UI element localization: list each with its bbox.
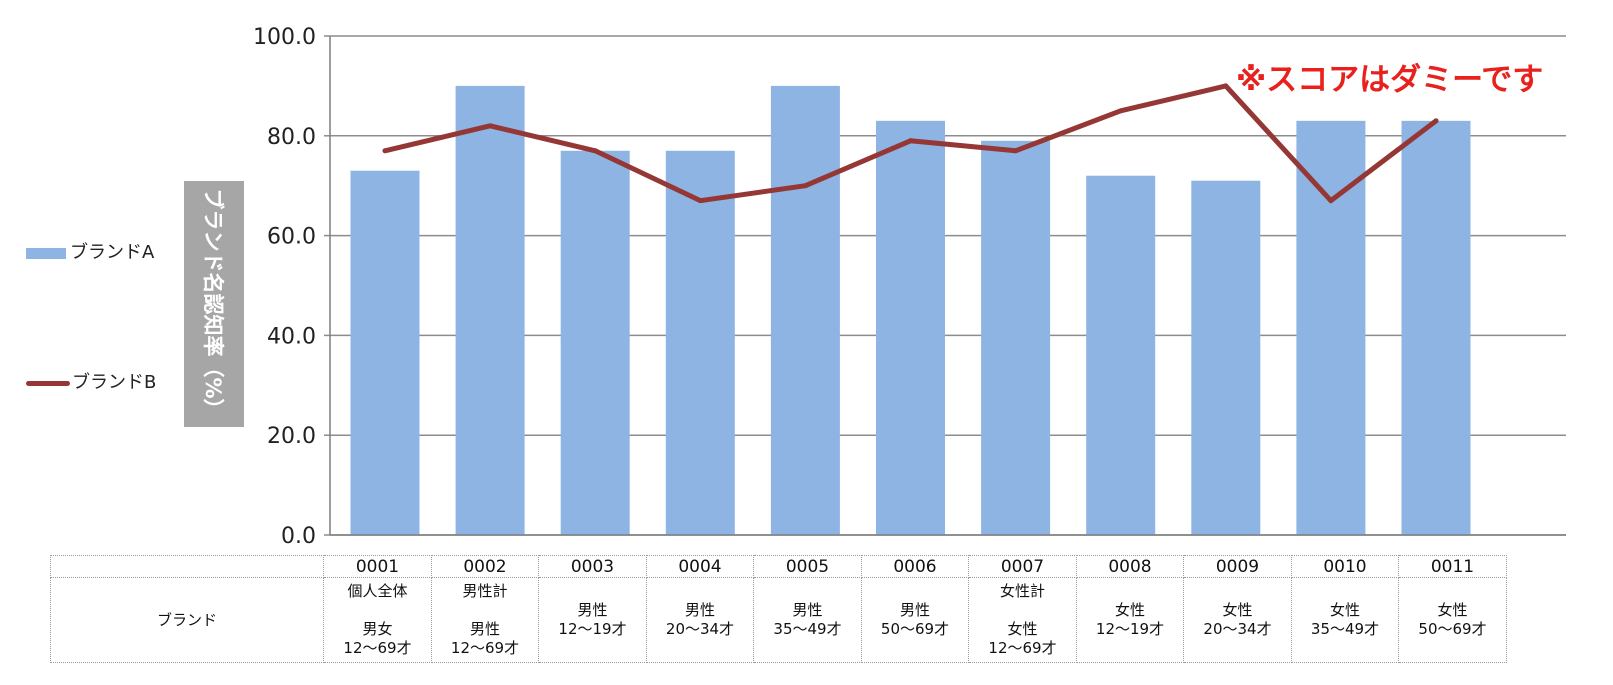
point-brand-b xyxy=(487,123,493,129)
bar-brand-a xyxy=(1086,175,1156,535)
table-row-codes: 0001 0002 0003 0004 0005 0006 0007 0008 0009 0010… xyxy=(50,555,1507,578)
point-brand-b xyxy=(1013,148,1019,154)
bar-brand-a xyxy=(455,85,525,536)
category-label: 女性 50〜69才 xyxy=(1418,601,1487,638)
table-cell-code: 0005 xyxy=(753,555,862,578)
table-cell-code: 0007 xyxy=(968,555,1077,578)
legend-item-brand-a: ブランドA xyxy=(26,238,154,264)
y-axis-label: ブランド名認知率（%） xyxy=(201,188,225,420)
legend-swatch-bar xyxy=(26,247,66,259)
y-tick-labels: 0.0 20.0 40.0 60.0 80.0 100.0 xyxy=(253,25,316,549)
table-cell-label: 男性計 男性 12〜69才 xyxy=(431,577,539,663)
category-label: 女性 35〜49才 xyxy=(1310,601,1380,638)
table-cell-label: 男性 20〜34才 xyxy=(646,577,754,663)
bar-brand-a xyxy=(665,150,735,535)
point-brand-b xyxy=(802,183,808,189)
point-brand-b xyxy=(592,148,598,154)
table-cell-code: 0001 xyxy=(323,555,432,578)
category-label: 女性 20〜34才 xyxy=(1203,601,1272,638)
point-brand-b xyxy=(908,138,913,144)
legend-label-brand-b: ブランドB xyxy=(72,372,157,393)
bar-brand-a xyxy=(1401,120,1471,535)
table-cell-label: 男性 12〜19才 xyxy=(538,577,647,663)
point-brand-b xyxy=(1433,118,1439,124)
category-label: 女性計 女性 12〜69才 xyxy=(988,582,1057,657)
line-series-b xyxy=(382,83,1439,204)
category-label: 女性 12〜19才 xyxy=(1095,601,1165,638)
bar-brand-a xyxy=(1296,120,1366,535)
legend-item-brand-b: ブランドB xyxy=(26,368,156,394)
bar-brand-a xyxy=(981,140,1051,536)
bar-brand-a xyxy=(876,120,945,535)
category-label: 男性 50〜69才 xyxy=(880,601,950,638)
category-label: 男性計 男性 12〜69才 xyxy=(450,582,520,657)
point-brand-b xyxy=(1223,83,1229,89)
table-row-labels: ブランド 個人全体 男女 12〜69才 男性計 男性 12〜69才 男性 12〜19… xyxy=(50,577,1507,663)
table-cell-label: 女性 50〜69才 xyxy=(1398,577,1507,663)
category-table: 0001 0002 0003 0004 0005 0006 0007 0008 0009 0010… xyxy=(50,555,1507,663)
point-brand-b xyxy=(382,148,388,154)
table-cell-code: 0004 xyxy=(646,555,754,578)
table-row-header: ブランド xyxy=(50,577,324,663)
y-tick-label: 0.0 xyxy=(281,524,316,549)
category-label: 個人全体 男女 12〜69才 xyxy=(343,582,412,657)
table-cell-code: 0009 xyxy=(1183,555,1292,578)
bar-series-a xyxy=(350,85,1471,536)
bar-brand-a xyxy=(770,85,840,536)
bar-brand-a xyxy=(560,150,630,535)
category-label: 男性 20〜34才 xyxy=(665,601,735,638)
category-label: 男性 35〜49才 xyxy=(773,601,842,638)
table-cell-code: 0008 xyxy=(1076,555,1184,578)
table-cell-label: 男性 50〜69才 xyxy=(861,577,969,663)
y-tick-label: 80.0 xyxy=(267,125,316,150)
table-cell-code: 0010 xyxy=(1291,555,1399,578)
y-tick-label: 40.0 xyxy=(267,324,316,349)
y-tick-label: 60.0 xyxy=(267,225,316,250)
point-brand-b xyxy=(1118,108,1124,114)
table-cell-label: 男性 35〜49才 xyxy=(753,577,862,663)
point-brand-b xyxy=(697,198,703,204)
bar-brand-a xyxy=(350,170,420,536)
table-cell-label: 女性 12〜19才 xyxy=(1076,577,1184,663)
table-cell-label: 個人全体 男女 12〜69才 xyxy=(323,577,432,663)
y-tick-label: 20.0 xyxy=(267,424,316,449)
axes xyxy=(329,36,1566,536)
y-tick-label: 100.0 xyxy=(253,25,316,50)
table-cell-code: 0011 xyxy=(1398,555,1507,578)
category-label: 男性 12〜19才 xyxy=(558,601,627,638)
table-cell-code: 0002 xyxy=(431,555,539,578)
legend-swatch-line xyxy=(26,380,70,386)
table-cell-code: 0003 xyxy=(538,555,647,578)
table-cell-label: 女性計 女性 12〜69才 xyxy=(968,577,1077,663)
table-cell-code: 0006 xyxy=(861,555,969,578)
table-corner-cell xyxy=(50,555,324,578)
point-brand-b xyxy=(1328,198,1334,204)
legend-label-brand-a: ブランドA xyxy=(70,242,155,263)
dummy-score-note: ※スコアはダミーです xyxy=(1236,62,1544,98)
table-cell-label: 女性 20〜34才 xyxy=(1183,577,1292,663)
bar-brand-a xyxy=(1191,180,1261,535)
y-axis-label-box: ブランド名認知率（%） xyxy=(184,181,244,427)
table-cell-label: 女性 35〜49才 xyxy=(1291,577,1399,663)
